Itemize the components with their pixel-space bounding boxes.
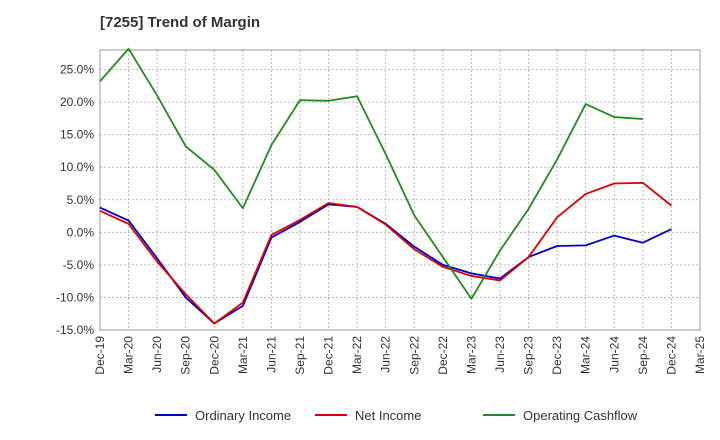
x-tick-label: Dec-24: [664, 336, 678, 375]
series-lines: [99, 47, 672, 325]
x-tick-label: Sep-24: [636, 336, 650, 375]
x-tick-label: Mar-24: [579, 336, 593, 374]
y-tick-label: 20.0%: [60, 95, 94, 109]
x-tick-label: Jun-20: [150, 336, 164, 373]
chart-title: [7255] Trend of Margin: [100, 14, 261, 31]
x-tick-label: Sep-20: [179, 336, 193, 375]
legend-label: Net Income: [355, 408, 421, 423]
series-line: [99, 47, 643, 300]
x-tick-label: Dec-21: [322, 336, 336, 375]
axes: 25.0% 20.0% 15.0% 10.0% 5.0% 0.0% -5.0% -10.0% -…: [56, 49, 707, 375]
plot-frame: [99, 49, 701, 331]
y-tick-label: -5.0%: [63, 258, 95, 272]
y-tick-label: -10.0%: [56, 290, 94, 304]
x-tick-label: Mar-21: [236, 336, 250, 374]
x-tick-label: Sep-22: [407, 336, 421, 375]
x-tick-label: Dec-20: [207, 336, 221, 375]
x-tick-label: Dec-22: [436, 336, 450, 375]
x-tick-label: Dec-19: [93, 336, 107, 375]
x-tick-label: Sep-21: [293, 336, 307, 375]
legend: Ordinary Income Net Income Operating Cashf…: [155, 408, 638, 423]
series-line: [99, 181, 672, 325]
x-tick-label: Mar-23: [464, 336, 478, 374]
x-tick-label: Sep-23: [522, 336, 536, 375]
grid: [99, 50, 701, 331]
x-tick-label: Mar-25: [693, 336, 707, 374]
y-tick-label: 10.0%: [60, 160, 94, 174]
y-tick-label: -15.0%: [56, 323, 94, 337]
y-tick-label: 25.0%: [60, 63, 94, 77]
x-tick-label: Jun-23: [493, 336, 507, 373]
y-tick-label: 5.0%: [67, 193, 95, 207]
y-tick-label: 15.0%: [60, 128, 94, 142]
x-tick-label: Dec-23: [550, 336, 564, 375]
y-tick-label: 0.0%: [67, 225, 95, 239]
x-tick-label: Jun-21: [264, 336, 278, 373]
x-tick-label: Mar-22: [350, 336, 364, 374]
x-tick-label: Mar-20: [122, 336, 136, 374]
legend-label: Operating Cashflow: [523, 408, 638, 423]
legend-label: Ordinary Income: [195, 408, 291, 423]
x-tick-label: Jun-24: [607, 336, 621, 373]
x-tick-label: Jun-22: [379, 336, 393, 373]
